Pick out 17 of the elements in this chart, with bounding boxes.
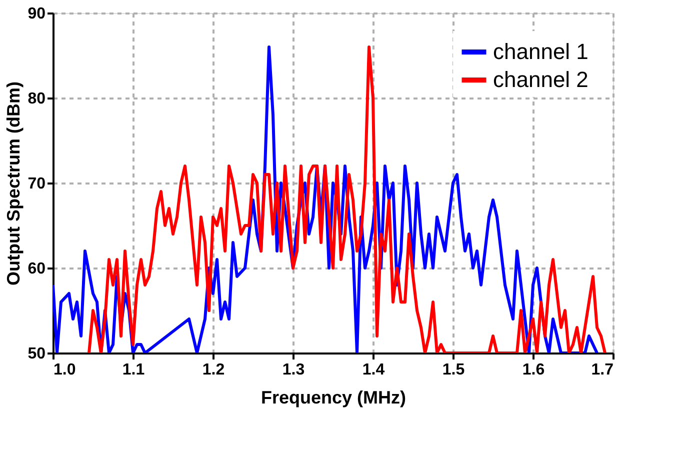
y-tick-label: 90 bbox=[28, 6, 46, 22]
x-tick-label: 1.6 bbox=[522, 362, 545, 378]
x-tick-label: 1.7 bbox=[591, 362, 614, 378]
x-tick-label: 1.4 bbox=[362, 362, 385, 378]
x-tick-label: 1.1 bbox=[122, 362, 145, 378]
x-tick-label: 1.2 bbox=[202, 362, 225, 378]
y-tick-label: 50 bbox=[28, 346, 46, 362]
y-axis-title: Output Spectrum (dBm) bbox=[4, 82, 24, 286]
y-tick-label: 80 bbox=[28, 90, 46, 108]
y-tick-label: 60 bbox=[28, 260, 46, 278]
x-axis-title: Frequency (MHz) bbox=[260, 388, 406, 408]
y-tick-label: 70 bbox=[28, 176, 46, 192]
x-tick-label: 1.0 bbox=[54, 362, 76, 378]
x-tick-label: 1.5 bbox=[442, 362, 465, 378]
x-tick-label: 1.3 bbox=[282, 362, 305, 378]
legend-label: channel 2 bbox=[493, 67, 588, 92]
legend-label: channel 1 bbox=[493, 39, 588, 64]
